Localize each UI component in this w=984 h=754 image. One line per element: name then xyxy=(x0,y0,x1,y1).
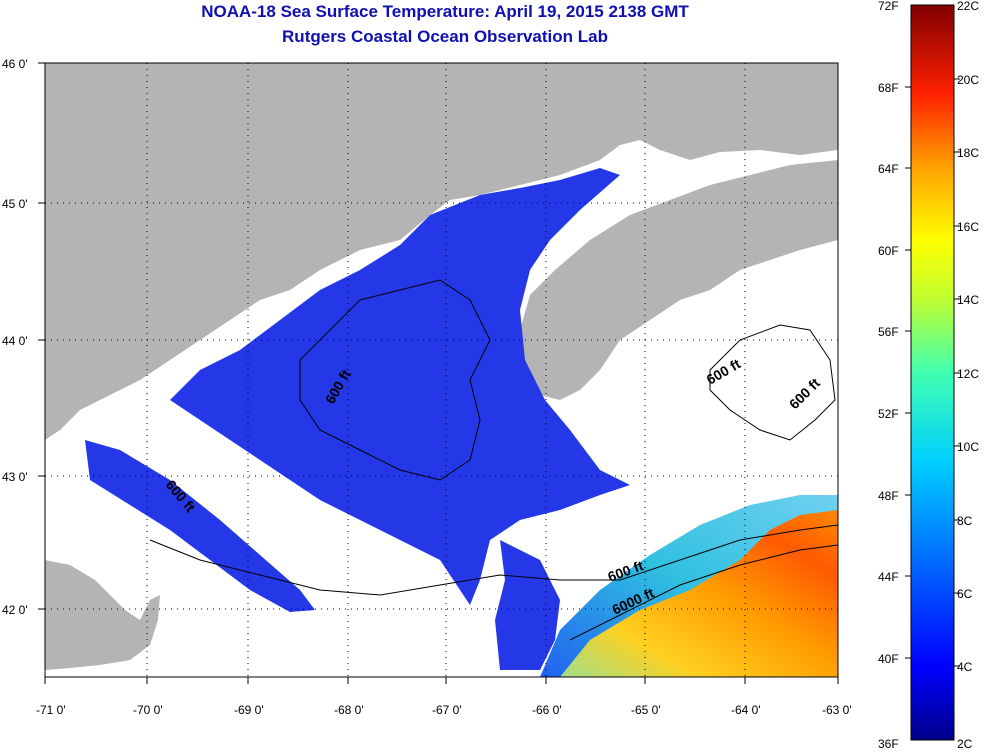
cold-water-strip xyxy=(85,440,315,612)
colorbar-c-label: 10C xyxy=(957,440,979,454)
land-nova-scotia xyxy=(520,160,838,400)
map-title: NOAA-18 Sea Surface Temperature: April 1… xyxy=(201,2,689,21)
colorbar-c-label: 8C xyxy=(957,514,973,528)
colorbar-c-label: 14C xyxy=(957,293,979,307)
colorbar-f-label: 64F xyxy=(878,162,899,176)
x-tick-label: -69 0' xyxy=(234,703,264,717)
colorbar-c-label: 4C xyxy=(957,660,973,674)
contour-600ft-scotian xyxy=(709,324,836,441)
x-tick-label: -64 0' xyxy=(731,703,761,717)
colorbar-f-label: 48F xyxy=(878,489,899,503)
colorbar-c-label: 18C xyxy=(957,146,979,160)
map-subtitle: Rutgers Coastal Ocean Observation Lab xyxy=(282,27,608,46)
axis-ticks xyxy=(38,62,839,684)
colorbar-f-label: 36F xyxy=(878,737,899,751)
land-massachusetts xyxy=(45,560,160,670)
colorbar-c-label: 22C xyxy=(957,0,979,13)
colorbar-f-label: 72F xyxy=(878,0,899,13)
land-maine-newbrunswick xyxy=(45,63,838,440)
y-tick-label: 45 0' xyxy=(2,197,28,211)
y-tick-label: 43 0' xyxy=(2,470,28,484)
colorbar-f-label: 40F xyxy=(878,652,899,666)
x-tick-label: -65 0' xyxy=(631,703,661,717)
colorbar-c-label: 16C xyxy=(957,220,979,234)
colorbar-f-label: 52F xyxy=(878,407,899,421)
contour-600ft-shelf xyxy=(149,524,838,596)
map-gridlines xyxy=(45,63,838,677)
contour-6000ft xyxy=(569,544,838,641)
colorbar-f-label: 60F xyxy=(878,244,899,258)
x-tick-label: -68 0' xyxy=(334,703,364,717)
x-tick-label: -70 0' xyxy=(133,703,163,717)
colorbar-f-label: 56F xyxy=(878,325,899,339)
warm-water-gulf-stream xyxy=(560,510,838,677)
y-tick-label: 44 0' xyxy=(2,334,28,348)
colorbar-c-label: 12C xyxy=(957,367,979,381)
x-tick-label: -67 0' xyxy=(432,703,462,717)
colorbar-c-label: 6C xyxy=(957,587,973,601)
colorbar-scale xyxy=(910,4,955,741)
cold-water-gulf-of-maine xyxy=(170,168,630,605)
colorbar-c-label: 2C xyxy=(957,737,973,751)
colorbar-f-label: 44F xyxy=(878,570,899,584)
sst-map: 600 ft 600 ft 600 ft 600 ft 6000 ft 600 … xyxy=(2,57,852,717)
colorbar-ticks xyxy=(905,78,960,667)
x-tick-label: -63 0' xyxy=(822,703,852,717)
x-tick-label: -66 0' xyxy=(532,703,562,717)
colorbar-c-label: 20C xyxy=(957,73,979,87)
y-tick-label: 46 0' xyxy=(2,57,28,71)
contour-600ft-gulf xyxy=(299,279,491,481)
y-tick-label: 42 0' xyxy=(2,603,28,617)
x-tick-label: -71 0' xyxy=(36,703,66,717)
cold-water-south xyxy=(495,540,560,670)
colorbar-f-label: 68F xyxy=(878,81,899,95)
